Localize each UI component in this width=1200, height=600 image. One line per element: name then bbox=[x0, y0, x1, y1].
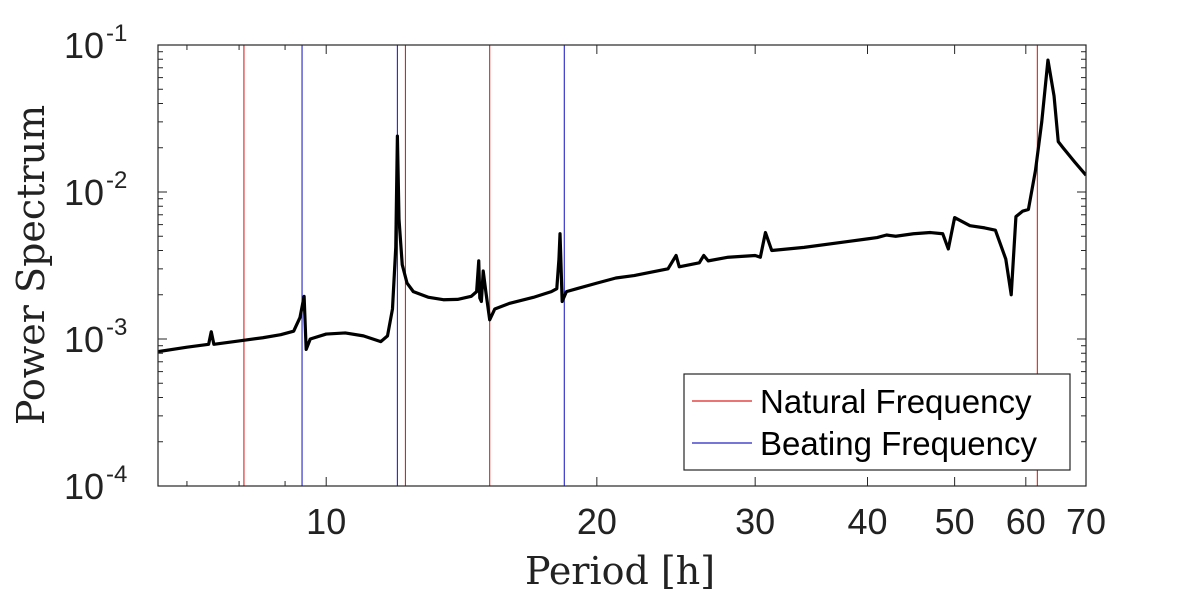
x-tick-label-3: 40 bbox=[847, 501, 887, 542]
y-axis-ticks: 10-410-310-210-1 bbox=[64, 20, 1086, 507]
legend-label-beating: Beating Frequency bbox=[760, 425, 1038, 462]
y-tick-label-0: 10 bbox=[64, 466, 104, 507]
y-tick-exponent-3: -1 bbox=[106, 20, 127, 47]
x-tick-label-2: 30 bbox=[735, 501, 775, 542]
x-tick-label-5: 60 bbox=[1006, 501, 1046, 542]
x-tick-label-6: 70 bbox=[1066, 501, 1106, 542]
legend: Natural Frequency Beating Frequency bbox=[683, 373, 1071, 471]
legend-label-natural: Natural Frequency bbox=[760, 383, 1032, 420]
y-tick-label-1: 10 bbox=[64, 319, 104, 360]
y-tick-exponent-0: -4 bbox=[106, 461, 127, 488]
x-tick-label-1: 20 bbox=[577, 501, 617, 542]
y-axis-title: Power Spectrum bbox=[9, 105, 53, 425]
x-tick-label-0: 10 bbox=[306, 501, 346, 542]
plot-border bbox=[157, 44, 1087, 487]
y-tick-exponent-1: -3 bbox=[106, 314, 127, 341]
x-axis-title: Period [h] bbox=[525, 549, 715, 593]
legend-box bbox=[683, 373, 1071, 471]
series-line-0 bbox=[158, 58, 1086, 354]
y-tick-exponent-2: -2 bbox=[106, 167, 127, 194]
x-tick-label-4: 50 bbox=[935, 501, 975, 542]
series-group bbox=[158, 58, 1086, 354]
x-axis-ticks: 10 20 30 40 50 60 70 bbox=[186, 45, 1106, 542]
plot-frame bbox=[157, 44, 1087, 487]
frequency-markers bbox=[243, 45, 1038, 486]
y-tick-label-2: 10 bbox=[64, 172, 104, 213]
y-tick-label-3: 10 bbox=[64, 25, 104, 66]
